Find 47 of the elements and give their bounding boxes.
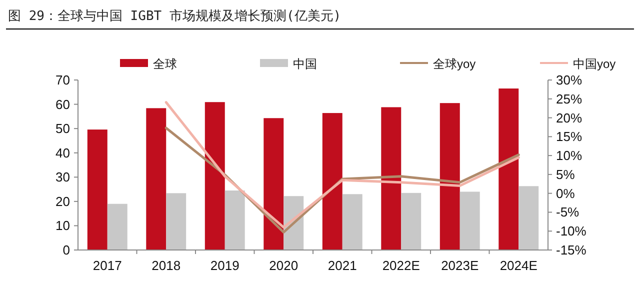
- legend-label: 中国yoy: [573, 57, 616, 71]
- x-tick-label: 2024E: [500, 258, 538, 273]
- x-tick-label: 2019: [210, 258, 240, 273]
- x-tick-label: 2017: [92, 258, 122, 273]
- bar: [87, 130, 108, 250]
- chart-title: 图 29：全球与中国 IGBT 市场规模及增长预测(亿美元): [8, 8, 342, 24]
- bar: [401, 192, 422, 250]
- x-tick-label: 2022E: [382, 258, 420, 273]
- y2-tick-label: 10%: [556, 148, 582, 164]
- bar: [381, 107, 402, 250]
- y-tick-label: 10: [56, 218, 70, 234]
- line-series: [164, 101, 520, 229]
- y2-tick-label: 5%: [556, 166, 576, 182]
- bar: [460, 192, 480, 250]
- bar: [322, 113, 342, 250]
- legend-label: 全球: [153, 57, 177, 71]
- bar: [224, 190, 245, 250]
- y2-tick-label: -5%: [556, 204, 580, 220]
- bar: [518, 186, 539, 250]
- y2-tick-label: 15%: [556, 129, 582, 144]
- bar: [440, 103, 460, 250]
- y-tick-label: 30: [56, 170, 70, 185]
- x-tick-label: 2023E: [441, 258, 479, 273]
- bar: [342, 194, 362, 250]
- bar: [498, 88, 519, 250]
- y2-tick-label: -10%: [556, 224, 587, 239]
- y-tick-label: 70: [56, 72, 70, 88]
- x-tick-label: 2021: [328, 258, 357, 273]
- x-tick-label: 2018: [152, 258, 181, 273]
- legend-label: 中国: [293, 57, 317, 71]
- bar: [204, 102, 225, 250]
- legend-label: 全球yoy: [433, 57, 476, 71]
- y-tick-label: 20: [56, 194, 70, 209]
- y-tick-label: 0: [62, 242, 70, 258]
- y2-tick-label: 0%: [556, 186, 576, 201]
- y2-tick-label: 20%: [556, 110, 582, 126]
- y2-tick-label: 25%: [556, 91, 582, 106]
- y2-tick-label: -15%: [556, 242, 587, 258]
- y-tick-label: 40: [56, 145, 70, 160]
- bar: [166, 193, 186, 250]
- bar: [107, 204, 128, 250]
- y-tick-label: 60: [56, 96, 70, 112]
- y2-tick-label: 30%: [556, 72, 582, 88]
- bar: [264, 118, 284, 250]
- bar: [146, 108, 166, 250]
- x-tick-label: 2020: [269, 258, 298, 273]
- y-tick-label: 50: [56, 121, 70, 136]
